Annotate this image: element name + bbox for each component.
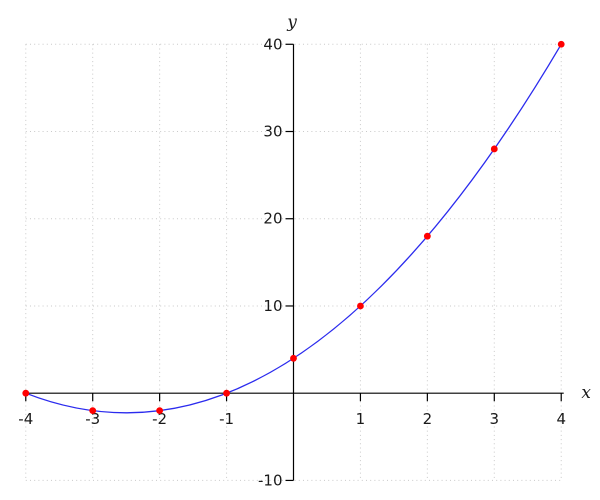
data-point <box>357 302 364 310</box>
data-point <box>423 232 431 240</box>
x-tick-label: -2 <box>152 410 167 428</box>
data-point <box>223 389 230 397</box>
x-tick-label: -1 <box>219 410 234 428</box>
x-tick-label: 3 <box>490 410 500 428</box>
x-tick-label: 4 <box>556 410 566 428</box>
y-tick-label: 20 <box>263 210 282 228</box>
data-point <box>22 389 30 397</box>
y-axis-label: y <box>286 12 297 32</box>
x-tick-label: -3 <box>85 410 100 428</box>
data-point <box>557 40 565 48</box>
y-tick-label: 40 <box>263 35 282 53</box>
y-tick-label: 10 <box>263 297 282 315</box>
data-point <box>156 407 164 415</box>
x-tick-label: 2 <box>423 410 433 428</box>
y-tick-label: -10 <box>258 471 283 489</box>
y-tick-label: 30 <box>263 123 282 141</box>
data-point <box>290 354 297 362</box>
data-point <box>89 407 97 415</box>
data-point <box>490 145 498 153</box>
x-tick-label: -4 <box>18 410 33 428</box>
x-axis-label: x <box>581 383 591 403</box>
x-tick-label: 1 <box>356 410 366 428</box>
